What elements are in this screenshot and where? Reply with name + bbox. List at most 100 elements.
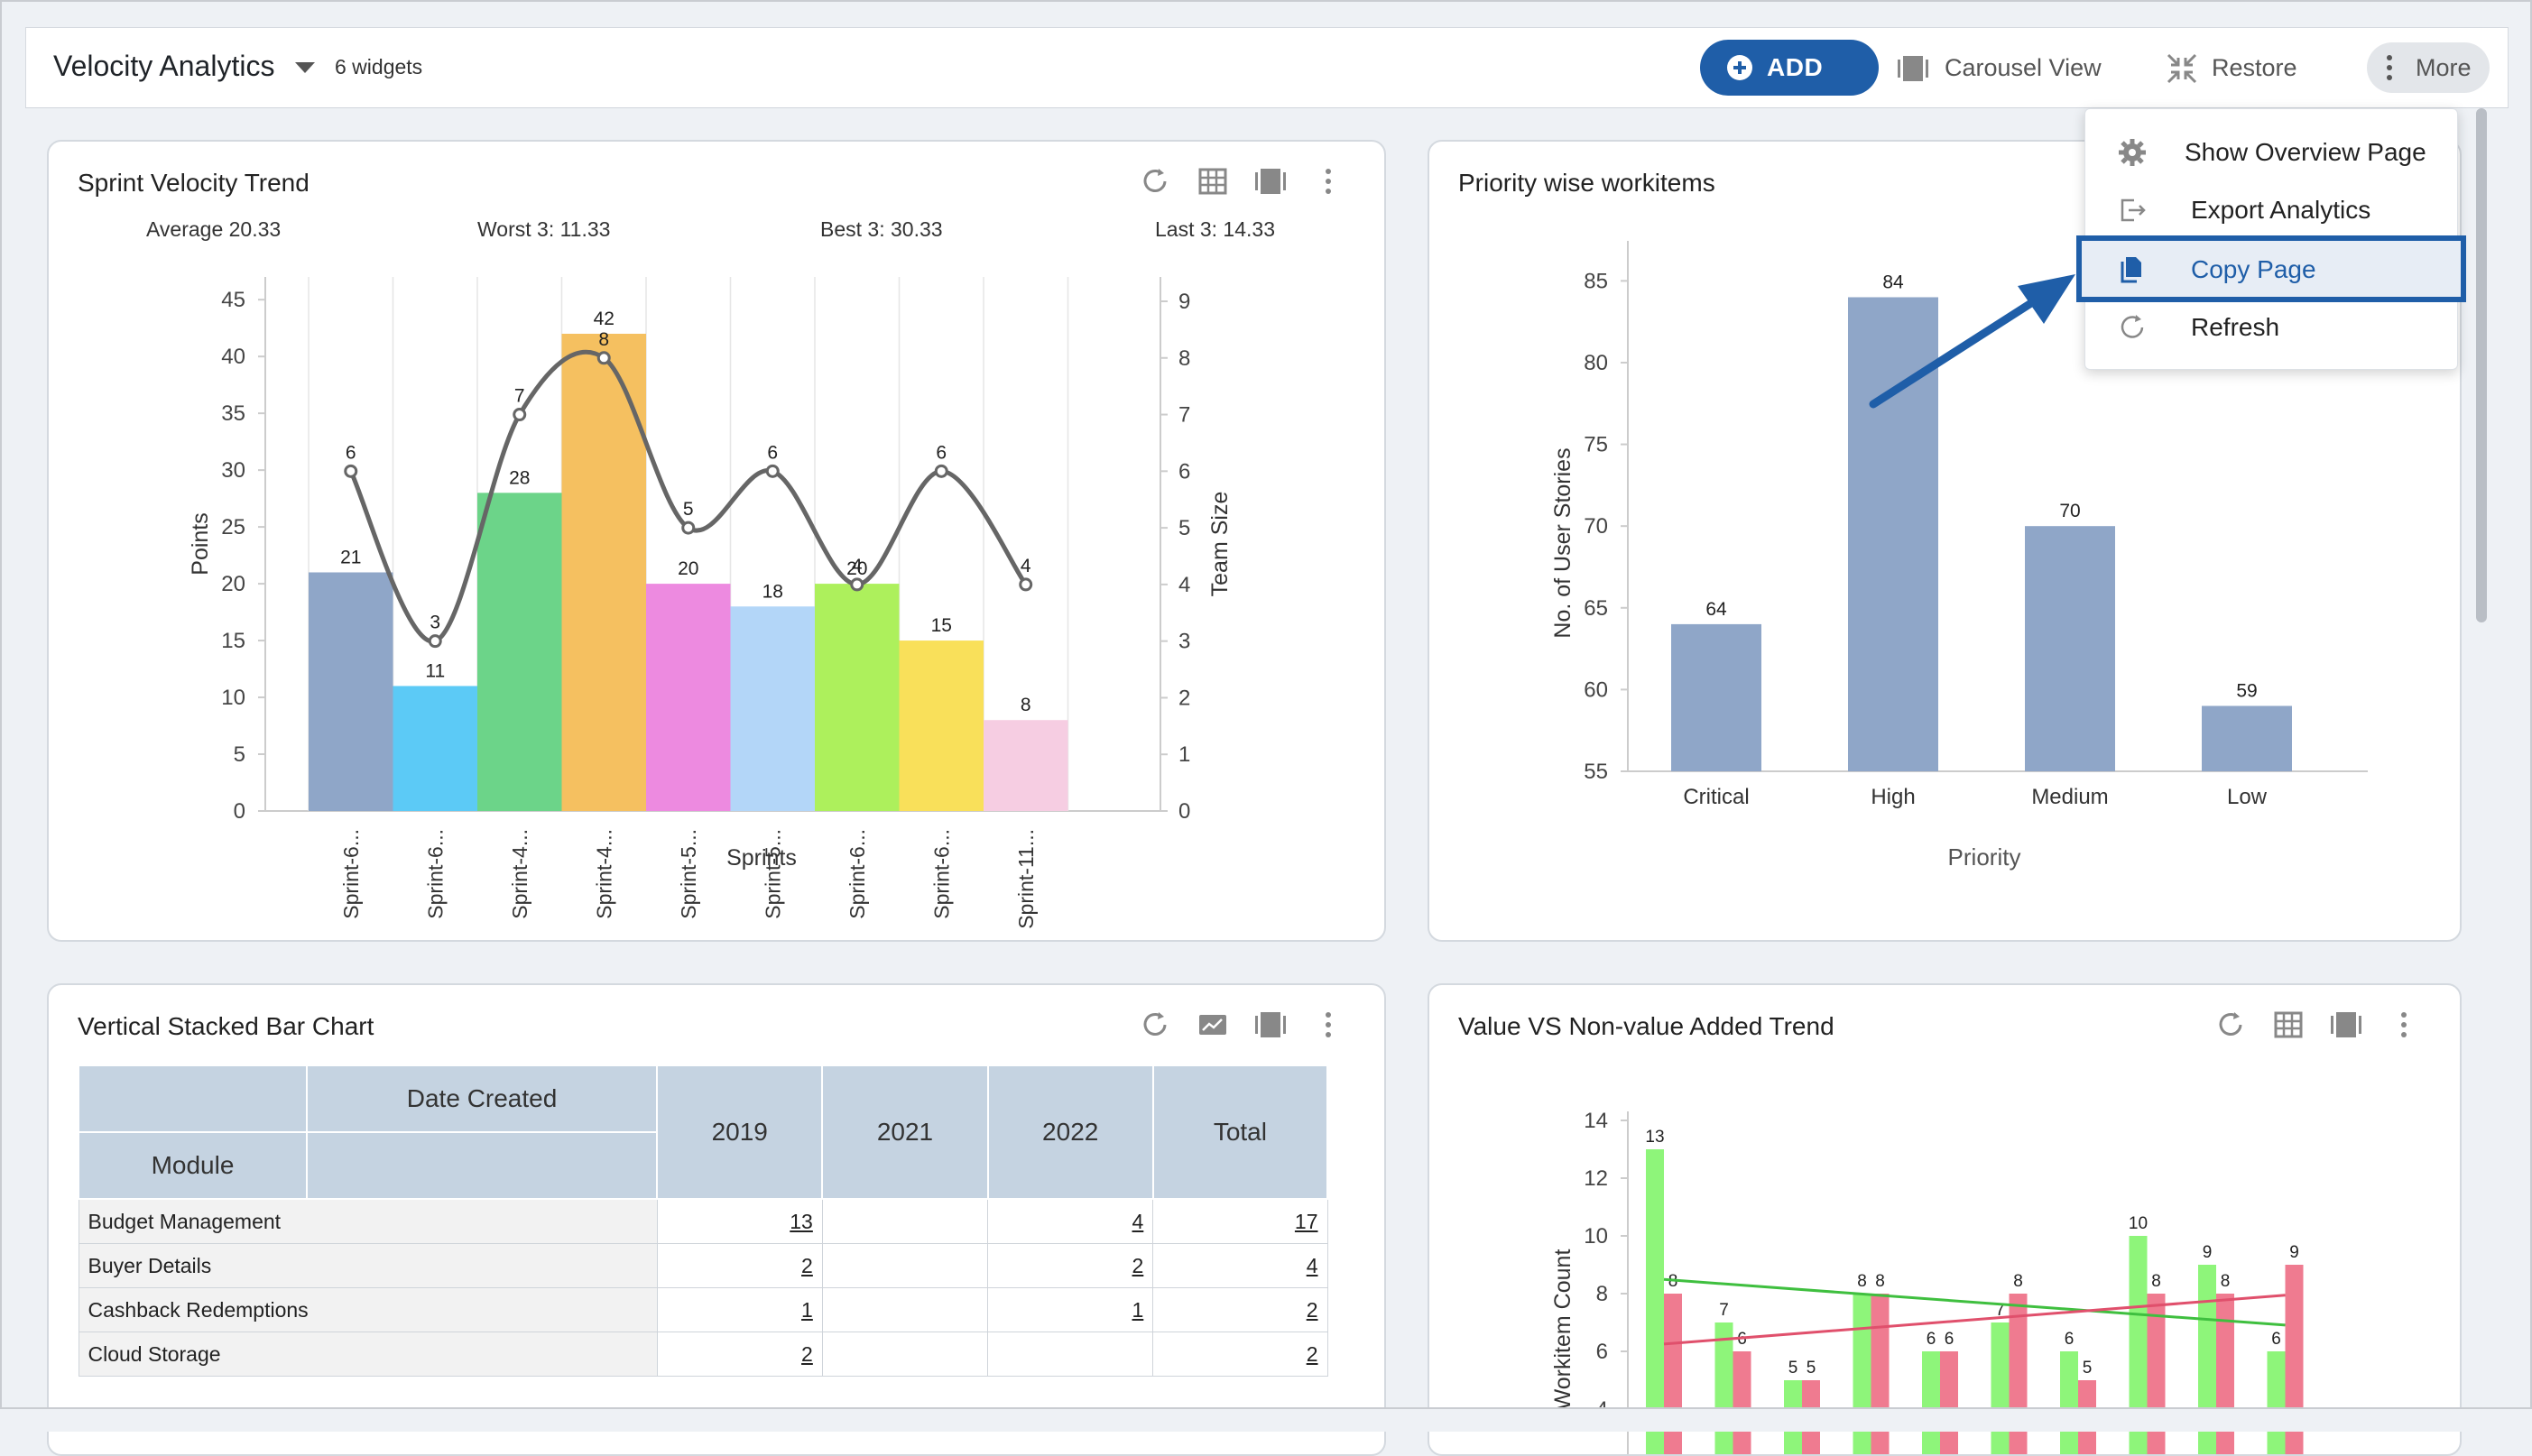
count-cell[interactable] bbox=[821, 1243, 989, 1288]
module-cell: Budget Management bbox=[78, 1198, 658, 1244]
x-axis-title: Priority bbox=[1948, 843, 2021, 871]
y-tick-label: 65 bbox=[1584, 596, 1608, 621]
more-button[interactable]: More bbox=[2367, 42, 2490, 93]
team-size-point bbox=[850, 577, 864, 592]
team-size-label: 6 bbox=[346, 442, 356, 463]
x-tick-label: Sprint-6... bbox=[929, 829, 953, 919]
total-cell[interactable]: 2 bbox=[1152, 1287, 1328, 1332]
carousel-icon[interactable] bbox=[1254, 165, 1287, 198]
y2-tick-label: 4 bbox=[1178, 573, 1190, 597]
stat-worst: Worst 3: 11.33 bbox=[477, 217, 611, 241]
bar-non-value-added bbox=[1940, 1351, 1958, 1454]
y-tick-label: 25 bbox=[221, 515, 245, 539]
bar-value-label: 8 bbox=[2013, 1272, 2023, 1291]
table-view-icon[interactable] bbox=[1197, 165, 1229, 198]
bar bbox=[646, 584, 731, 811]
widget-title: Value VS Non-value Added Trend bbox=[1458, 1012, 1834, 1040]
carousel-view-button[interactable]: Carousel View bbox=[1898, 42, 2150, 93]
more-vertical-icon[interactable] bbox=[2388, 1009, 2420, 1041]
more-vertical-icon[interactable] bbox=[1312, 1009, 1345, 1041]
menu-item-label: Export Analytics bbox=[2191, 196, 2371, 224]
team-size-label: 6 bbox=[936, 442, 947, 463]
team-size-point bbox=[765, 464, 780, 478]
team-size-label: 5 bbox=[683, 499, 694, 520]
table-view-icon[interactable] bbox=[2272, 1009, 2305, 1041]
y-tick-label: 35 bbox=[221, 401, 245, 426]
add-button[interactable]: ADD bbox=[1700, 40, 1879, 96]
dashboard-header: Velocity Analytics 6 widgets ADD Carouse… bbox=[25, 27, 2509, 108]
bar-value-added bbox=[2198, 1265, 2216, 1454]
menu-item-export-analytics[interactable]: Export Analytics bbox=[2085, 181, 2457, 237]
total-cell[interactable]: 4 bbox=[1152, 1243, 1328, 1288]
widget-title: Vertical Stacked Bar Chart bbox=[78, 1012, 374, 1040]
count-cell[interactable] bbox=[821, 1198, 989, 1244]
carousel-view-label: Carousel View bbox=[1945, 54, 2102, 81]
bar-value-label: 5 bbox=[1807, 1359, 1816, 1378]
refresh-icon[interactable] bbox=[1139, 165, 1171, 198]
y-tick-label: 6 bbox=[1596, 1340, 1608, 1364]
count-cell[interactable] bbox=[821, 1287, 989, 1332]
restore-button[interactable]: Restore bbox=[2165, 42, 2345, 93]
count-cell[interactable]: 13 bbox=[656, 1198, 823, 1244]
page-title[interactable]: Velocity Analytics bbox=[53, 50, 275, 82]
count-cell[interactable]: 1 bbox=[656, 1287, 823, 1332]
menu-item-show-overview[interactable]: Show Overview Page bbox=[2085, 124, 2457, 180]
count-cell[interactable] bbox=[987, 1332, 1154, 1377]
total-cell[interactable]: 2 bbox=[1152, 1332, 1328, 1377]
menu-item-copy-page[interactable]: Copy Page bbox=[2076, 235, 2466, 302]
module-cell: Cashback Redemptions bbox=[78, 1287, 658, 1332]
bar bbox=[815, 584, 900, 811]
bar-value-added bbox=[2060, 1351, 2078, 1454]
sprint-velocity-chart: 051015202530354045012345678921Sprint-6..… bbox=[188, 277, 1233, 929]
stat-last: Last 3: 14.33 bbox=[1155, 217, 1275, 241]
y-tick-label: 0 bbox=[234, 799, 245, 824]
y-tick-label: 70 bbox=[1584, 514, 1608, 539]
gear-icon bbox=[2119, 139, 2146, 166]
y2-tick-label: 3 bbox=[1178, 630, 1190, 654]
refresh-icon bbox=[2121, 315, 2144, 338]
carousel-icon[interactable] bbox=[2330, 1009, 2362, 1041]
table-row: Cloud Storage 2 2 bbox=[78, 1332, 1328, 1377]
bar-value-label: 13 bbox=[1645, 1128, 1664, 1147]
chart-view-icon[interactable] bbox=[1197, 1009, 1229, 1041]
y-axis-title: Workitem Count bbox=[1550, 1249, 1576, 1411]
stat-average: Average 20.33 bbox=[146, 217, 282, 241]
value-added-trend-line bbox=[1663, 1277, 2286, 1327]
value-trend-chart: 4681012141387655886678651089869Workitem … bbox=[1550, 1109, 2304, 1454]
page-scrollbar[interactable] bbox=[2476, 108, 2487, 622]
carousel-icon[interactable] bbox=[1254, 1009, 1287, 1041]
total-cell[interactable]: 17 bbox=[1152, 1198, 1328, 1244]
bar bbox=[1671, 623, 1761, 771]
bar-value-added bbox=[1714, 1322, 1733, 1454]
bar-value-label: 5 bbox=[2083, 1359, 2093, 1378]
y2-tick-label: 6 bbox=[1178, 459, 1190, 484]
count-cell[interactable]: 4 bbox=[987, 1198, 1154, 1244]
bar-value-label: 42 bbox=[594, 309, 615, 329]
restore-label: Restore bbox=[2212, 54, 2297, 81]
y-tick-label: 15 bbox=[221, 629, 245, 653]
add-button-label: ADD bbox=[1767, 53, 1824, 81]
team-size-point bbox=[681, 521, 696, 535]
team-size-point bbox=[428, 634, 442, 649]
menu-item-refresh[interactable]: Refresh bbox=[2085, 299, 2457, 355]
column-header-2019[interactable]: 2019 bbox=[656, 1064, 824, 1200]
y2-tick-label: 0 bbox=[1178, 799, 1190, 824]
bar-non-value-added bbox=[2285, 1265, 2304, 1454]
column-header-2021[interactable]: 2021 bbox=[821, 1064, 989, 1200]
y2-tick-label: 1 bbox=[1178, 742, 1190, 767]
count-cell[interactable] bbox=[821, 1332, 989, 1377]
y2-tick-label: 7 bbox=[1178, 403, 1190, 428]
chevron-down-icon[interactable] bbox=[295, 62, 315, 73]
bar-value-label: 70 bbox=[2059, 501, 2080, 521]
y2-axis-title: Team Size bbox=[1207, 492, 1233, 597]
x-tick-label: High bbox=[1871, 785, 1915, 809]
count-cell[interactable]: 1 bbox=[987, 1287, 1154, 1332]
collapse-icon bbox=[2167, 53, 2197, 84]
refresh-icon[interactable] bbox=[1139, 1009, 1171, 1041]
count-cell[interactable]: 2 bbox=[987, 1243, 1154, 1288]
column-header-2022[interactable]: 2022 bbox=[986, 1064, 1154, 1200]
count-cell[interactable]: 2 bbox=[656, 1332, 823, 1377]
more-vertical-icon[interactable] bbox=[1312, 165, 1345, 198]
refresh-icon[interactable] bbox=[2214, 1009, 2247, 1041]
count-cell[interactable]: 2 bbox=[656, 1243, 823, 1288]
